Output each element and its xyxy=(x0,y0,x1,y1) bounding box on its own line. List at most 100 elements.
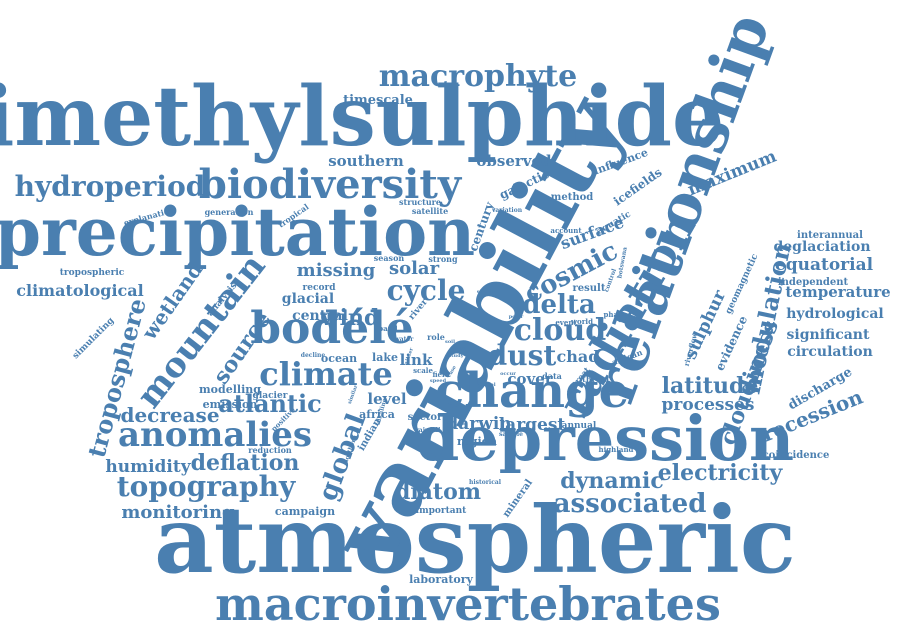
cloud-word-account: account xyxy=(550,226,582,235)
cloud-word-campaign: campaign xyxy=(275,505,335,518)
cloud-word-cloud: cloud xyxy=(514,313,606,348)
cloud-word-africa: africa xyxy=(359,408,395,421)
cloud-word-atmospheric: atmospheric xyxy=(154,486,796,594)
cloud-word-decline: decline xyxy=(301,352,326,359)
cloud-word-equatorial: equatorial xyxy=(775,255,874,275)
cloud-word-water: water xyxy=(394,336,415,343)
cloud-word-darwin: darwin xyxy=(446,414,511,434)
cloud-word-macroinvertebrates: macroinvertebrates xyxy=(215,577,721,628)
cloud-word-topography: topography xyxy=(117,470,296,503)
cloud-word-data: data xyxy=(542,371,562,381)
cloud-word-term: term xyxy=(453,301,467,307)
cloud-word-region: region xyxy=(457,435,497,448)
cloud-word-wind: wind xyxy=(320,305,380,331)
cloud-word-dust: dust xyxy=(488,339,557,372)
cloud-word-sector: sector xyxy=(408,412,443,423)
cloud-word-polar: polar xyxy=(509,314,524,320)
cloud-word-strong: strong xyxy=(428,254,458,264)
cloud-word-hydroperiod: hydroperiod xyxy=(15,170,206,203)
cloud-word-link: link xyxy=(400,351,433,369)
cloud-word-important: important xyxy=(416,506,468,516)
cloud-word-modelling: modelling xyxy=(199,383,261,396)
cloud-word-significant: significant xyxy=(787,327,870,343)
cloud-word-delta: delta xyxy=(522,290,596,320)
cloud-word-climate: climate xyxy=(259,355,393,393)
cloud-word-bod-l-: bodélé xyxy=(250,303,414,354)
cloud-word-study: study xyxy=(448,353,464,359)
cloud-word-scale: scale xyxy=(413,366,433,375)
cloud-word-timescale: timescale xyxy=(343,93,413,108)
cloud-word-occur: occur xyxy=(500,371,516,377)
cloud-word-coincidence: coincidence xyxy=(763,450,830,461)
cloud-word-southern: southern xyxy=(328,152,404,170)
cloud-word-hydrological: hydrological xyxy=(786,306,884,322)
cloud-word-solar: solar xyxy=(389,258,440,279)
cloud-word-speed: speed xyxy=(430,378,447,384)
cloud-word-phase: phase xyxy=(604,310,627,319)
cloud-word-method: method xyxy=(551,192,594,203)
cloud-word-field: field xyxy=(432,370,449,379)
cloud-word-event: event xyxy=(555,318,577,327)
cloud-word-record: record xyxy=(303,283,337,293)
cloud-word-sample: sample xyxy=(499,431,523,438)
cloud-word-interannual: interannual xyxy=(797,230,863,241)
cloud-word-cover: cover xyxy=(507,370,553,388)
cloud-word-largest: largest xyxy=(499,415,566,435)
cloud-word-anomalies: anomalies xyxy=(118,415,312,455)
cloud-word-missing: missing xyxy=(297,260,376,281)
cloud-word-atlantic: atlantic xyxy=(218,389,322,418)
cloud-word-highland: highland xyxy=(599,445,634,454)
cloud-word-level: level xyxy=(367,390,407,408)
cloud-word-depression: depression xyxy=(416,402,794,475)
cloud-word-threat: threat xyxy=(582,374,610,384)
cloud-word-lake: lake xyxy=(372,351,398,364)
cloud-word-cycle: cycle xyxy=(387,274,466,307)
cloud-word-season: season xyxy=(374,253,405,263)
cloud-word-electricity: electricity xyxy=(658,460,784,486)
cloud-word-circulation: circulation xyxy=(787,344,873,360)
cloud-word-diatom: diatom xyxy=(395,479,481,505)
cloud-word-independent: independent xyxy=(778,277,849,288)
cloud-word-deglaciation: deglaciation xyxy=(773,239,870,255)
cloud-word-deflation: deflation xyxy=(191,450,300,476)
cloud-word-monitoring: monitoring xyxy=(121,502,235,523)
cloud-word-annual: annual xyxy=(562,421,597,431)
cloud-word-laboratory: laboratory xyxy=(409,573,473,586)
cloud-word-band: band xyxy=(378,324,398,333)
cloud-word-ocean: ocean xyxy=(321,352,357,365)
cloud-word-climatological: climatological xyxy=(16,281,143,300)
cloud-word-simple: simple xyxy=(477,289,496,295)
cloud-word-case: case xyxy=(446,365,457,379)
cloud-word-result: result xyxy=(573,283,606,294)
cloud-word-dimethylsulphide: dimethylsulphide xyxy=(0,69,724,165)
cloud-word-observed: observed xyxy=(476,152,552,170)
cloud-word-rainfall: rainfall xyxy=(416,427,441,434)
cloud-word-humidity: humidity xyxy=(105,457,191,477)
cloud-word-dynamic: dynamic xyxy=(560,468,663,494)
cloud-word-world: world xyxy=(570,317,593,326)
cloud-word-biodiversity: biodiversity xyxy=(199,161,463,208)
cloud-word-historical: historical xyxy=(469,479,502,486)
cloud-word-variation: variation xyxy=(491,207,523,214)
cloud-word-change: change xyxy=(435,363,629,419)
cloud-word-model: model xyxy=(478,382,495,388)
cloud-word-processes: processes xyxy=(662,395,755,415)
cloud-word-chad: chad xyxy=(557,347,600,366)
cloud-word-generation: generation xyxy=(205,207,254,217)
cloud-word-soil: soil xyxy=(445,339,455,345)
cloud-word-precipitation: precipitation xyxy=(0,193,475,271)
cloud-word-glacier: glacier xyxy=(253,391,288,401)
cloud-word-earth: earth xyxy=(451,346,466,352)
cloud-word-emission: emission xyxy=(203,398,258,411)
cloud-word-structure: structure xyxy=(399,197,441,207)
cloud-word-role: role xyxy=(427,332,445,342)
cloud-word-glacial: glacial xyxy=(282,291,334,307)
cloud-word-central: central xyxy=(292,308,348,324)
cloud-word-decrease: decrease xyxy=(120,403,219,427)
cloud-word-satellite: satellite xyxy=(412,206,448,216)
cloud-word-tropospheric: tropospheric xyxy=(60,268,125,278)
cloud-word-associated: associated xyxy=(554,489,707,519)
cloud-word-latitude: latitude xyxy=(662,373,759,399)
